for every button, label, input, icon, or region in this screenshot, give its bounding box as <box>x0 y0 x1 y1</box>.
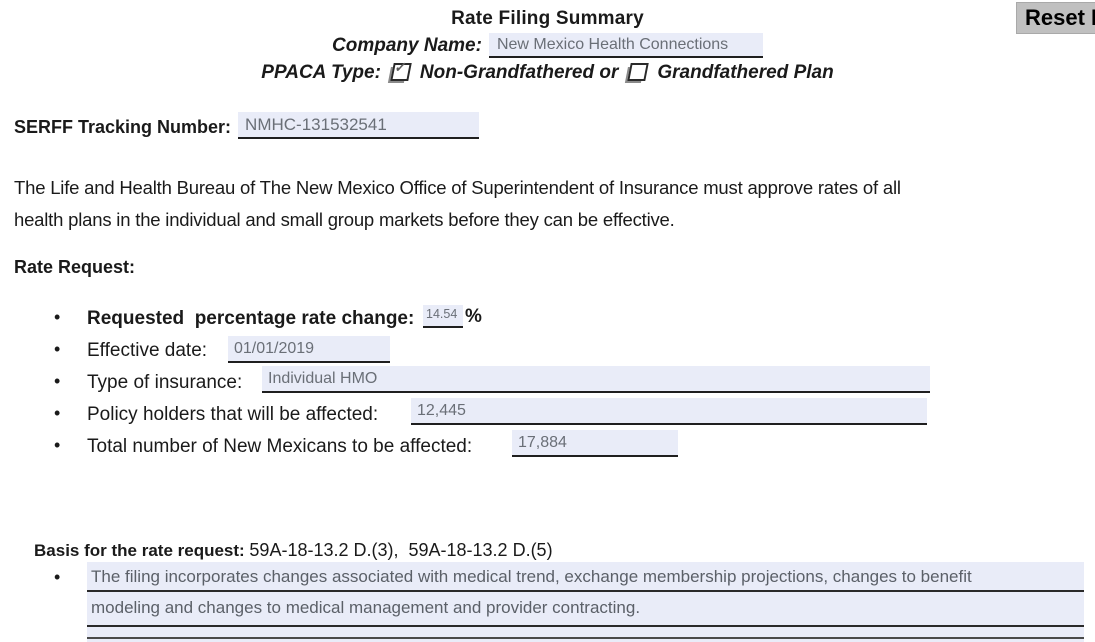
effective-date-label: Effective date: <box>87 340 218 361</box>
bullet-icon: • <box>54 371 61 391</box>
rate-change-field[interactable]: 14.54 <box>423 305 463 328</box>
checkmark-icon: ✓ <box>393 58 409 75</box>
basis-value: 59A-18-13.2 D.(3), 59A-18-13.2 D.(5) <box>249 540 553 560</box>
bullet-row-total-affected: • Total number of New Mexicans to be aff… <box>0 430 1095 466</box>
policy-holders-label: Policy holders that will be affected: <box>87 404 389 425</box>
ppaca-option-grandfathered-label: Grandfathered Plan <box>657 62 834 83</box>
ppaca-option-non-grandfathered-label: Non-Grandfathered or <box>419 62 619 83</box>
ruled-line <box>87 637 1084 639</box>
page-title: Rate Filing Summary <box>451 8 644 29</box>
intro-paragraph: The Life and Health Bureau of The New Me… <box>14 172 1054 235</box>
serff-tracking-label: SERFF Tracking Number: <box>14 117 232 137</box>
ppaca-checkbox-grandfathered[interactable]: ✓ <box>627 62 650 81</box>
company-name-row: Company Name: New Mexico Health Connecti… <box>0 33 1095 59</box>
total-affected-field[interactable]: 17,884 <box>512 430 678 457</box>
effective-date-field[interactable]: 01/01/2019 <box>228 336 390 363</box>
bullet-row-policy-holders: • Policy holders that will be affected: … <box>0 398 1095 434</box>
bullet-row-effective-date: • Effective date: 01/01/2019 <box>0 336 1095 370</box>
insurance-type-field[interactable]: Individual HMO <box>262 366 930 393</box>
company-name-label: Company Name: <box>332 35 482 56</box>
basis-row: Basis for the rate request: 59A-18-13.2 … <box>14 519 553 582</box>
ppaca-checkbox-non-grandfathered[interactable]: ✓ <box>390 58 412 81</box>
policy-holders-field[interactable]: 12,445 <box>411 398 927 425</box>
bullet-icon: • <box>54 567 61 587</box>
bullet-icon: • <box>54 307 61 327</box>
ppaca-type-row: PPACA Type: ✓ Non-Grandfathered or ✓ Gra… <box>0 58 1095 84</box>
reset-form-button[interactable]: Reset Form <box>1016 2 1095 34</box>
ppaca-type-label: PPACA Type: <box>261 62 381 83</box>
insurance-type-label: Type of insurance: <box>87 372 253 393</box>
intro-line: health plans in the individual and small… <box>14 208 675 230</box>
comment-line: The filing incorporates changes associat… <box>91 567 972 586</box>
total-affected-label: Total number of New Mexicans to be affec… <box>87 436 483 457</box>
basis-comment-field[interactable]: The filing incorporates changes associat… <box>87 562 1084 642</box>
serff-tracking-field[interactable]: NMHC-131532541 <box>238 112 480 139</box>
bullet-row-insurance-type: • Type of insurance: Individual HMO <box>0 366 1095 402</box>
rate-change-label: Requested percentage rate change: <box>87 308 420 329</box>
ruled-line <box>87 590 1084 592</box>
rate-request-heading: Rate Request: <box>14 257 136 277</box>
basis-label: Basis for the rate request: <box>34 541 250 560</box>
ruled-line <box>87 625 1084 627</box>
bullet-icon: • <box>54 403 61 423</box>
intro-line: The Life and Health Bureau of The New Me… <box>14 177 901 198</box>
comment-line: modeling and changes to medical manageme… <box>91 598 641 617</box>
bullet-icon: • <box>54 339 61 359</box>
percent-sign: % <box>465 306 482 327</box>
bullet-row-rate-change: • Requested percentage rate change: 14.5… <box>0 305 1095 338</box>
bullet-icon: • <box>54 435 61 455</box>
company-name-field[interactable]: New Mexico Health Connections <box>488 33 763 58</box>
serff-tracking-row: SERFF Tracking Number: NMHC-131532541 <box>14 112 480 142</box>
